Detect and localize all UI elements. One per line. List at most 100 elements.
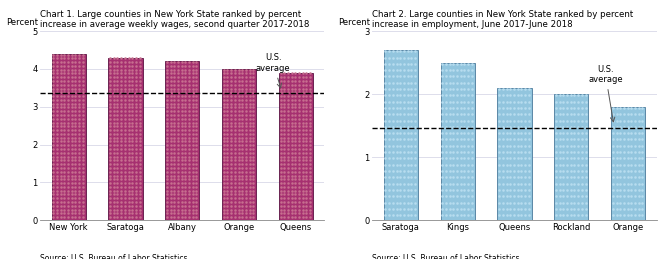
Point xyxy=(456,182,466,186)
Point xyxy=(466,194,477,198)
Point xyxy=(608,200,618,205)
Point xyxy=(498,93,509,97)
Point xyxy=(74,139,84,143)
Point xyxy=(63,83,74,87)
Point xyxy=(395,194,405,198)
Point xyxy=(173,83,184,87)
Point xyxy=(169,207,180,212)
Point xyxy=(297,215,308,219)
Point xyxy=(173,87,184,91)
Point xyxy=(615,119,626,123)
Point xyxy=(615,163,626,167)
Point xyxy=(184,207,194,212)
Point xyxy=(615,112,626,116)
Point xyxy=(180,105,191,110)
Point xyxy=(301,207,312,212)
Point xyxy=(173,185,184,189)
Point xyxy=(176,90,187,95)
Point xyxy=(459,93,470,97)
Point xyxy=(218,132,229,136)
Point xyxy=(233,207,244,212)
Point xyxy=(448,106,459,110)
Point xyxy=(558,93,569,97)
Point xyxy=(290,94,301,98)
Point xyxy=(230,87,241,91)
Point xyxy=(66,71,77,76)
Point xyxy=(248,87,259,91)
Point xyxy=(184,196,194,200)
Point xyxy=(387,93,398,97)
Point xyxy=(123,79,134,83)
Point xyxy=(459,163,470,167)
Point xyxy=(444,62,455,66)
Point xyxy=(66,204,77,208)
Point xyxy=(131,170,141,174)
Point xyxy=(59,155,70,159)
Point xyxy=(116,151,127,155)
Point xyxy=(406,49,417,53)
Point xyxy=(218,166,229,170)
Point xyxy=(173,68,184,72)
Point xyxy=(275,79,286,83)
Point xyxy=(112,128,123,132)
Point xyxy=(119,136,130,140)
Point xyxy=(573,213,584,217)
Point xyxy=(222,185,233,189)
Point xyxy=(279,94,289,98)
Point xyxy=(498,125,509,129)
Point xyxy=(127,189,137,193)
Point xyxy=(290,120,301,125)
Point xyxy=(173,200,184,204)
Point xyxy=(305,120,316,125)
Point xyxy=(466,213,477,217)
Point xyxy=(437,175,448,179)
Point xyxy=(248,166,259,170)
Point xyxy=(633,131,644,135)
Point xyxy=(463,93,474,97)
Point xyxy=(576,119,587,123)
Point xyxy=(551,144,561,148)
Point xyxy=(444,125,455,129)
Point xyxy=(456,163,466,167)
Point xyxy=(293,83,304,87)
Point xyxy=(241,189,251,193)
Point xyxy=(184,128,194,132)
Point xyxy=(384,49,395,53)
Point xyxy=(230,151,241,155)
Point xyxy=(191,71,202,76)
Point xyxy=(576,175,587,179)
Point xyxy=(184,139,194,143)
Point xyxy=(226,128,237,132)
Point xyxy=(233,158,244,162)
Point xyxy=(558,175,569,179)
Point xyxy=(569,188,580,192)
Point xyxy=(245,147,255,151)
Point xyxy=(463,200,474,205)
Point xyxy=(70,79,81,83)
Point xyxy=(109,117,119,121)
Point xyxy=(384,112,395,116)
Point xyxy=(301,155,312,159)
Point xyxy=(116,132,127,136)
Point xyxy=(63,196,74,200)
Point xyxy=(293,113,304,117)
Point xyxy=(452,207,462,211)
Point xyxy=(59,98,70,102)
Point xyxy=(554,188,565,192)
Point xyxy=(305,75,316,79)
Point xyxy=(380,68,391,72)
Point xyxy=(131,151,141,155)
Point xyxy=(112,102,123,106)
Point xyxy=(456,175,466,179)
Point xyxy=(48,139,59,143)
Point xyxy=(180,117,191,121)
Point xyxy=(161,204,172,208)
Point xyxy=(165,113,176,117)
Point xyxy=(48,204,59,208)
Point xyxy=(275,139,286,143)
Point xyxy=(551,200,561,205)
Point xyxy=(169,170,180,174)
Point xyxy=(380,74,391,78)
Point xyxy=(131,200,141,204)
Point xyxy=(520,169,531,173)
